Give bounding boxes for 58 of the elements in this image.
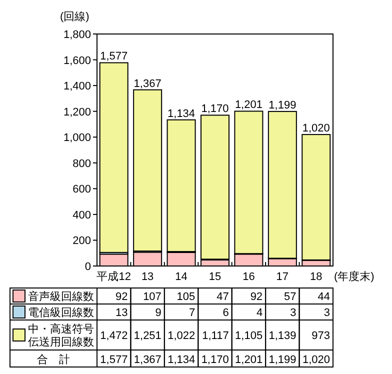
total-label: 1,134: [168, 108, 196, 120]
x-tick-label: 17: [276, 271, 289, 283]
data-label: 7: [189, 307, 196, 319]
data-label: 1,117: [202, 330, 229, 342]
data-label: 6: [222, 307, 229, 319]
data-label: 973: [312, 330, 330, 342]
data-label: 9: [155, 307, 162, 319]
text: 1,170: [201, 354, 229, 366]
x-tick-label: 15: [208, 271, 222, 283]
text: 1,367: [134, 354, 162, 366]
data-label: 1,022: [168, 330, 196, 342]
data-label: 44: [318, 291, 330, 303]
y-tick-label: 1,000: [63, 132, 91, 144]
data-label: 57: [284, 291, 296, 303]
total-label: 1,201: [234, 99, 262, 112]
y-tick-label: 1,200: [63, 106, 91, 118]
y-tick-label: 600: [72, 184, 91, 196]
text: 1,201: [235, 354, 263, 366]
text: 1,199: [268, 354, 296, 366]
data-label: 1,105: [235, 330, 263, 342]
data-label: 3: [290, 307, 296, 319]
total-label: 1,367: [134, 78, 162, 90]
x-tick-label: 13: [141, 271, 154, 283]
data-label: 92: [115, 291, 128, 303]
y-tick-label: 1,600: [63, 54, 91, 67]
total-label: 1,170: [201, 103, 229, 116]
text: 1,134: [168, 354, 196, 366]
x-tick-label: 平成12: [96, 270, 131, 283]
total-label: 1,199: [268, 99, 296, 112]
y-tick-label: 0: [84, 261, 91, 273]
text: 1,020: [302, 354, 330, 366]
data-label: 107: [143, 291, 162, 303]
text: 合 計: [37, 353, 70, 366]
data-label: 1,251: [134, 330, 162, 342]
data-label: 1,472: [100, 330, 128, 342]
y-axis-title: (回線): [60, 11, 90, 23]
data-label: 4: [256, 307, 263, 319]
x-axis-title: (年度末): [334, 270, 374, 283]
data-label: 13: [115, 307, 128, 319]
data-label: 47: [216, 291, 229, 303]
y-tick-label: 400: [72, 209, 91, 222]
legend-label: 音声級回線数: [28, 290, 94, 303]
y-tick-label: 800: [72, 158, 91, 170]
text: 1,577: [100, 354, 128, 366]
y-tick-label: 200: [72, 235, 91, 248]
total-label: 1,577: [100, 50, 128, 63]
data-label: 3: [324, 307, 330, 319]
x-tick-label: 14: [175, 271, 188, 283]
data-label: 92: [250, 291, 263, 303]
x-tick-label: 18: [310, 271, 322, 283]
total-label: 1,020: [302, 122, 330, 135]
data-label: 105: [176, 291, 196, 303]
legend-label: 電信級回線数: [28, 307, 94, 319]
legend-label: 中・高速符号伝送用回線数: [28, 322, 94, 348]
data-label: 1,139: [268, 330, 296, 342]
x-tick-label: 16: [242, 271, 255, 283]
y-tick-label: 1,800: [63, 29, 91, 41]
y-tick-label: 1,400: [63, 80, 91, 93]
